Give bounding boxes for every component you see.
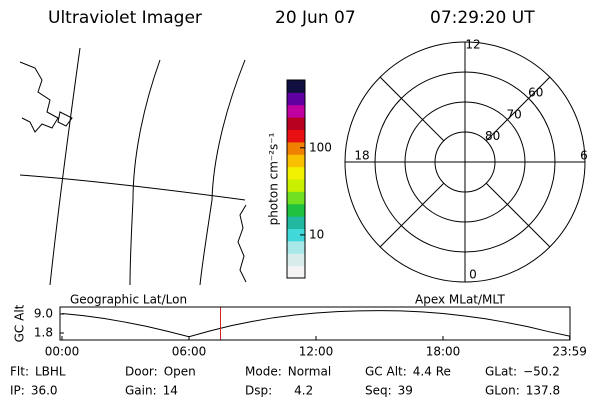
status-value: 36.0 xyxy=(31,384,58,398)
x-tick-label: 00:00 xyxy=(45,345,80,359)
y-tick-label: 9.0 xyxy=(34,306,53,320)
meridian xyxy=(129,59,161,286)
coastline xyxy=(237,204,247,283)
colorbar-step xyxy=(287,240,305,254)
colorbar-step xyxy=(287,117,305,130)
colorbar-step xyxy=(287,179,305,192)
status-value: 4.2 xyxy=(294,384,313,398)
polar-diagonal xyxy=(379,182,445,248)
status-value: 39 xyxy=(398,384,413,398)
lat-label: 60 xyxy=(528,86,543,100)
polar-diagonal xyxy=(485,76,551,142)
lat-label: 70 xyxy=(507,107,522,121)
colorbar-label: photon cm⁻²s⁻¹ xyxy=(267,132,281,225)
status-label: Flt: xyxy=(10,365,29,379)
mlt-label: 6 xyxy=(580,149,588,163)
x-tick-label: 06:00 xyxy=(172,345,207,359)
x-tick-label: 18:00 xyxy=(426,345,461,359)
parallel xyxy=(19,174,246,201)
status-label: IP: xyxy=(10,384,25,398)
y-tick-label: 1.8 xyxy=(34,326,53,340)
status-value: −50.2 xyxy=(523,365,560,379)
status-label: Door: xyxy=(125,365,158,379)
lat-circle xyxy=(434,131,496,193)
mlt-label: 18 xyxy=(354,149,369,163)
meridian xyxy=(49,47,81,286)
x-tick-label: 12:00 xyxy=(299,345,334,359)
map xyxy=(19,47,247,286)
label-left: Geographic Lat/Lon xyxy=(70,293,187,307)
meridian xyxy=(199,59,246,286)
status-label: Dsp: xyxy=(245,384,272,398)
colorbar-step xyxy=(287,191,305,205)
status-label: Gain: xyxy=(125,384,157,398)
lat-label: 80 xyxy=(485,129,500,143)
coastline xyxy=(19,61,73,133)
status-value: 4.4 Re xyxy=(413,365,451,379)
status-label: GC Alt: xyxy=(365,365,407,379)
colorbar-step xyxy=(287,104,305,118)
status-value: Open xyxy=(164,365,196,379)
lat-circle xyxy=(374,71,556,253)
lat-circle xyxy=(404,101,526,223)
time: 07:29:20 UT xyxy=(430,8,535,28)
colorbar-frame xyxy=(286,79,306,279)
colorbar-tick-label: 10 xyxy=(309,227,324,241)
status-label: GLat: xyxy=(485,365,517,379)
colorbar-step xyxy=(287,203,305,217)
colorbar-step xyxy=(287,92,305,106)
y-axis-label: GC Alt xyxy=(13,304,27,342)
colorbar-step xyxy=(287,141,305,155)
status-label: GLon: xyxy=(485,384,520,398)
colorbar-step xyxy=(287,216,305,229)
status-value: 14 xyxy=(163,384,178,398)
colorbar-step xyxy=(287,129,305,143)
colorbar-step xyxy=(287,265,305,279)
plot-frame xyxy=(59,306,571,341)
colorbar-step xyxy=(287,80,305,93)
colorbar-step xyxy=(287,166,305,180)
mlt-label: 0 xyxy=(469,268,477,282)
colorbar-step xyxy=(287,253,305,267)
date: 20 Jun 07 xyxy=(275,8,356,28)
status-label: Seq: xyxy=(365,384,392,398)
status-value: LBHL xyxy=(35,365,66,379)
mlt-label: 12 xyxy=(465,38,480,52)
colorbar-tick-label: 100 xyxy=(309,140,332,154)
status-value: 137.8 xyxy=(526,384,560,398)
polar-diagonal xyxy=(379,76,445,142)
polar-diagonal xyxy=(485,182,551,248)
colorbar-step xyxy=(287,228,305,242)
altitude-line xyxy=(61,310,570,338)
label-right: Apex MLat/MLT xyxy=(415,293,505,307)
status-label: Mode: xyxy=(245,365,282,379)
title: Ultraviolet Imager xyxy=(48,8,202,28)
x-tick-label: 23:59 xyxy=(552,345,587,359)
status-value: Normal xyxy=(288,365,331,379)
colorbar-step xyxy=(287,154,305,168)
